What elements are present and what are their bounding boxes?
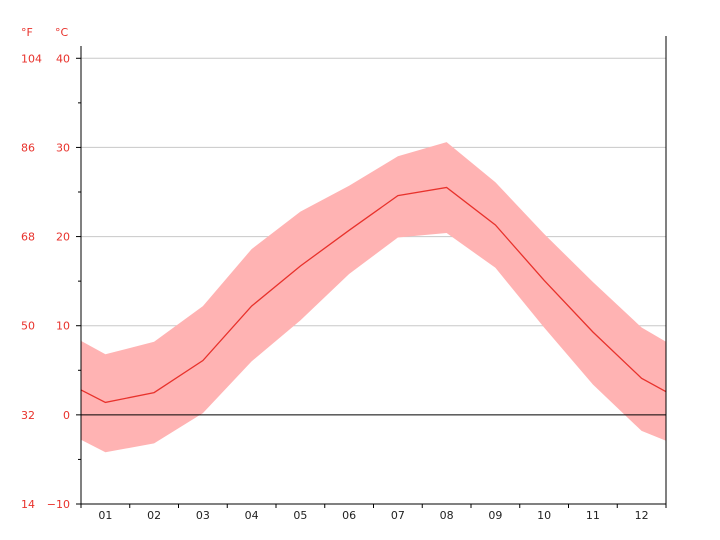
y-tick-label-celsius: 20 [56, 231, 70, 244]
y-tick-label-fahrenheit: 104 [21, 52, 42, 65]
x-tick-label: 10 [537, 509, 551, 522]
x-tick-label: 12 [635, 509, 649, 522]
x-tick-label: 04 [245, 509, 259, 522]
y-tick-label-fahrenheit: 86 [21, 141, 35, 154]
y-tick-label-celsius: 30 [56, 141, 70, 154]
axes [76, 36, 667, 508]
x-tick-label: 11 [586, 509, 600, 522]
x-tick-label: 02 [147, 509, 161, 522]
y-tick-label-celsius: 0 [63, 409, 70, 422]
y-tick-label-fahrenheit: 68 [21, 231, 35, 244]
average-temperature-line [80, 186, 667, 404]
x-tick-label: 06 [342, 509, 356, 522]
axis-labels: °F °C 40 30 20 10 0 −10 104 86 68 50 32 14 01 02 03 04 0… [21, 26, 649, 522]
y-tick-label-fahrenheit: 32 [21, 409, 35, 422]
x-tick-label: 05 [293, 509, 307, 522]
y-tick-label-celsius: 10 [56, 320, 70, 333]
y-tick-label-celsius: 40 [56, 52, 70, 65]
y-tick-label-fahrenheit: 50 [21, 320, 35, 333]
fahrenheit-unit-label: °F [21, 26, 33, 39]
y-tick-label-celsius: −10 [47, 498, 70, 511]
y-tick-label-fahrenheit: 14 [21, 498, 35, 511]
temperature-range-band [81, 142, 666, 453]
x-tick-label: 01 [98, 509, 112, 522]
x-tick-label: 08 [440, 509, 454, 522]
x-tick-label: 09 [488, 509, 502, 522]
x-tick-label: 03 [196, 509, 210, 522]
x-tick-label: 07 [391, 509, 405, 522]
celsius-unit-label: °C [55, 26, 69, 39]
